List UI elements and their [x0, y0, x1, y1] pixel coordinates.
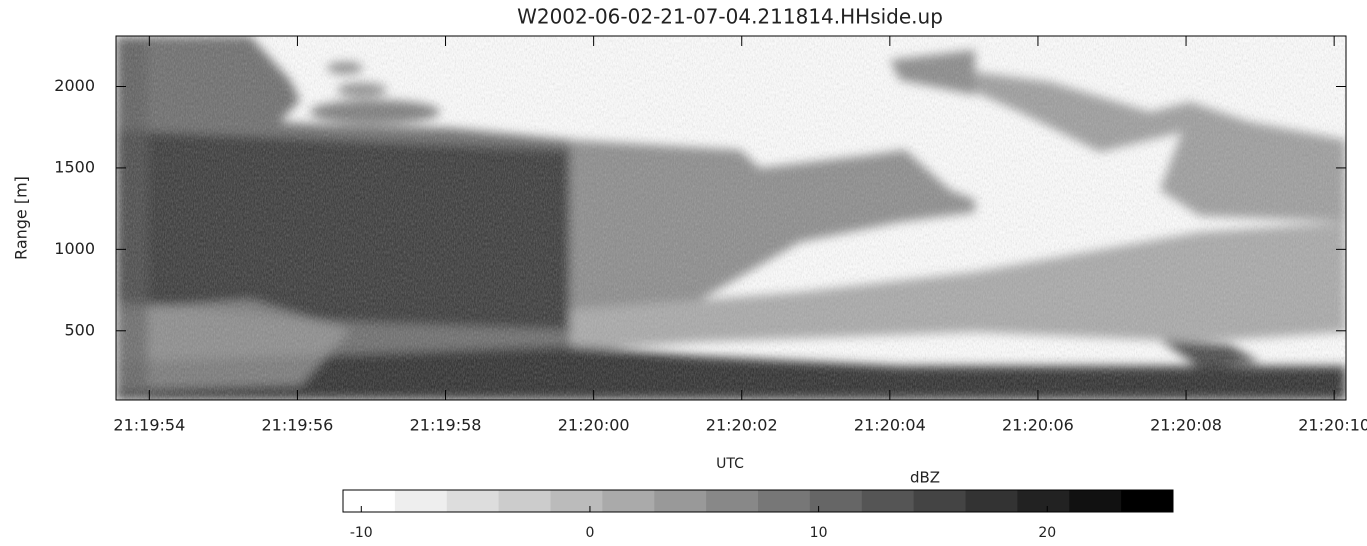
y-tick-label: 1000 — [54, 239, 95, 258]
radar-image — [116, 36, 1346, 400]
y-tick-label: 1500 — [54, 157, 95, 176]
colorbar-frame — [342, 489, 1174, 513]
colorbar-swatch — [965, 490, 1018, 512]
colorbar-swatch — [602, 490, 655, 512]
colorbar-swatch — [394, 490, 448, 512]
plot-frame — [115, 35, 1347, 401]
colorbar-swatch — [498, 490, 551, 512]
y-axis-label: Range [m] — [12, 176, 31, 260]
colorbar-tick-label: 20 — [1038, 525, 1056, 541]
x-tick-label: 21:20:08 — [1150, 416, 1222, 435]
colorbar-swatch — [654, 490, 707, 512]
colorbar-swatch — [1069, 490, 1122, 512]
x-tick-label: 21:20:06 — [1002, 416, 1074, 435]
colorbar-tick-label: 10 — [810, 525, 828, 541]
colorbar-tick-label: 0 — [585, 525, 594, 541]
colorbar-tick-label: -10 — [350, 525, 373, 541]
colorbar-swatch — [913, 490, 966, 512]
colorbar-swatch — [758, 490, 811, 512]
colorbar-swatch — [706, 490, 759, 512]
x-tick-label: 21:19:56 — [261, 416, 333, 435]
colorbar-swatch — [1121, 490, 1174, 512]
colorbar-swatch — [343, 490, 396, 512]
colorbar-swatch — [809, 490, 863, 512]
x-tick-label: 21:20:00 — [558, 416, 630, 435]
x-tick-label: 21:19:54 — [113, 416, 185, 435]
chart-title: W2002-06-02-21-07-04.211814.HHside.up — [517, 5, 943, 29]
y-tick-label: 2000 — [54, 76, 95, 95]
x-tick-label: 21:20:02 — [706, 416, 778, 435]
colorbar-swatch — [861, 490, 915, 512]
x-tick-label: 21:20:10 — [1298, 416, 1367, 435]
x-tick-label: 21:19:58 — [410, 416, 482, 435]
colorbar-label: dBZ — [910, 469, 940, 487]
x-tick-label: 21:20:04 — [854, 416, 926, 435]
colorbar-swatch — [550, 490, 603, 512]
x-axis-label: UTC — [716, 456, 744, 472]
colorbar-swatch — [446, 490, 500, 512]
y-tick-label: 500 — [64, 320, 95, 339]
colorbar-swatch — [1017, 490, 1070, 512]
